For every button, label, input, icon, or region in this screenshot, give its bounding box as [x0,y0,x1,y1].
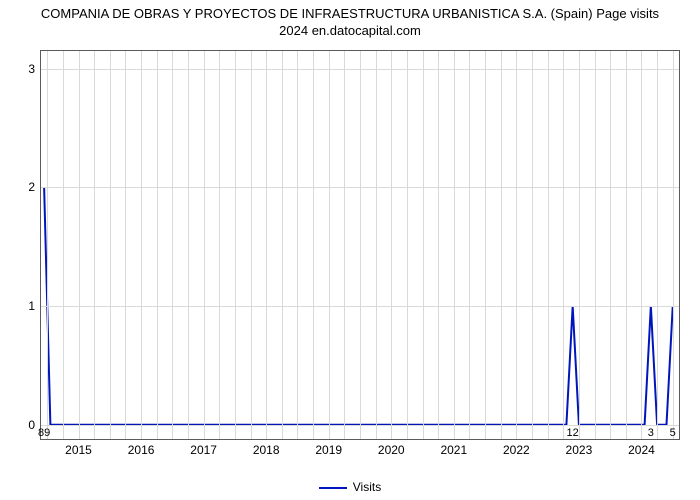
x-gridline [485,51,486,439]
x-gridline [595,51,596,439]
x-gridline [313,51,314,439]
x-gridline [423,51,424,439]
y-tick-label: 2 [28,180,35,194]
x-gridline [610,51,611,439]
legend-label: Visits [353,480,381,494]
y-tick-label: 3 [28,62,35,76]
x-gridline [454,51,455,439]
chart-container: COMPANIA DE OBRAS Y PROYECTOS DE INFRAES… [0,0,700,500]
x-gridline [251,51,252,439]
x-gridline [563,51,564,439]
value-label: 5 [670,427,676,439]
value-label: 3 [648,427,654,439]
x-gridline [235,51,236,439]
x-gridline [626,51,627,439]
x-gridline [63,51,64,439]
x-tick-label: 2024 [628,443,655,457]
x-tick-label: 2022 [503,443,530,457]
x-gridline [47,51,48,439]
x-gridline [141,51,142,439]
x-gridline [79,51,80,439]
x-gridline [188,51,189,439]
x-gridline [344,51,345,439]
x-gridline [329,51,330,439]
x-gridline [172,51,173,439]
x-tick-label: 2019 [315,443,342,457]
x-tick-label: 2023 [566,443,593,457]
x-gridline [391,51,392,439]
y-tick-label: 0 [28,418,35,432]
x-gridline [125,51,126,439]
x-gridline [516,51,517,439]
x-gridline [204,51,205,439]
x-tick-label: 2020 [378,443,405,457]
x-gridline [376,51,377,439]
x-gridline [501,51,502,439]
x-gridline [157,51,158,439]
x-tick-label: 2017 [190,443,217,457]
x-gridline [360,51,361,439]
x-tick-label: 2015 [65,443,92,457]
value-label: 89 [38,427,50,439]
y-tick-label: 1 [28,299,35,313]
x-gridline [282,51,283,439]
x-gridline [407,51,408,439]
x-tick-label: 2016 [128,443,155,457]
title-line-1: COMPANIA DE OBRAS Y PROYECTOS DE INFRAES… [41,6,659,21]
x-tick-label: 2021 [440,443,467,457]
x-gridline [673,51,674,439]
x-gridline [641,51,642,439]
x-gridline [657,51,658,439]
x-gridline [94,51,95,439]
legend-swatch [319,487,347,489]
x-gridline [532,51,533,439]
chart-title: COMPANIA DE OBRAS Y PROYECTOS DE INFRAES… [0,0,700,42]
x-gridline [297,51,298,439]
x-gridline [438,51,439,439]
plot-area: 0123201520162017201820192020202120222023… [40,50,680,440]
title-line-2: 2024 en.datocapital.com [279,23,421,38]
x-gridline [548,51,549,439]
x-gridline [579,51,580,439]
x-tick-label: 2018 [253,443,280,457]
x-gridline [266,51,267,439]
x-gridline [110,51,111,439]
legend: Visits [0,480,700,494]
x-gridline [219,51,220,439]
value-label: 12 [567,427,579,439]
x-gridline [469,51,470,439]
